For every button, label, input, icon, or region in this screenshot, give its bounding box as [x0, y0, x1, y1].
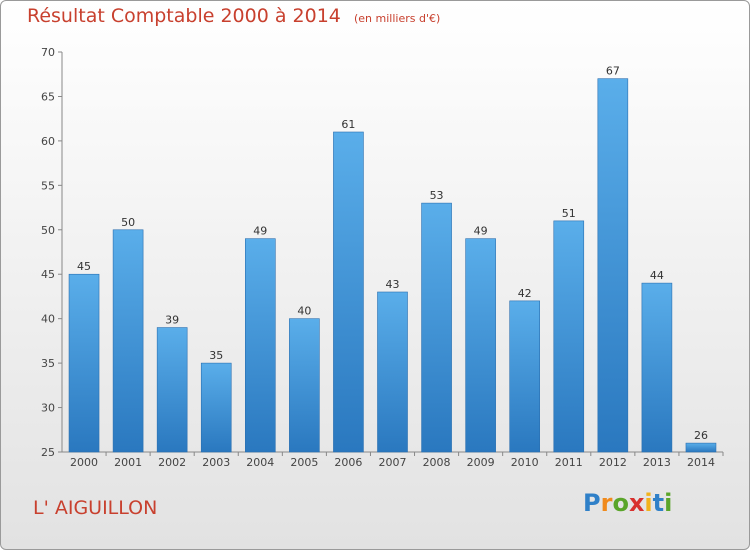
- bar: [112, 229, 144, 453]
- x-tick-label: 2014: [687, 456, 715, 469]
- bar: [245, 238, 276, 453]
- value-label: 45: [77, 260, 91, 273]
- bars: [68, 78, 717, 453]
- labels: 45 50 39 35 49 40 61 43 53 49 42 51 67 44 26: [77, 65, 708, 442]
- bar: [421, 202, 452, 453]
- logo-letter: i: [644, 489, 653, 517]
- bar: [289, 318, 320, 453]
- bar: [200, 362, 232, 453]
- x-tick-label: 2012: [599, 456, 627, 469]
- value-label: 49: [474, 225, 488, 238]
- value-label: 42: [518, 287, 532, 300]
- value-label: 50: [121, 216, 135, 229]
- x-tick-label: 2003: [202, 456, 230, 469]
- x-tick-label: 2002: [158, 456, 186, 469]
- x-tick-label: 2005: [290, 456, 318, 469]
- bar: [156, 327, 188, 453]
- x-tick-label: 2007: [379, 456, 407, 469]
- value-label: 44: [650, 269, 664, 282]
- logo-letter: x: [628, 489, 645, 517]
- chart-subtitle: (en milliers d'€): [353, 12, 441, 25]
- bar: [68, 273, 100, 453]
- value-label: 39: [165, 314, 179, 327]
- bar: [333, 131, 364, 453]
- x-tick-label: 2008: [423, 456, 451, 469]
- bar: [509, 300, 541, 453]
- logo-letter: i: [664, 489, 673, 517]
- logo-letter: t: [652, 489, 665, 517]
- y-tick-label: 60: [41, 135, 55, 148]
- proxiti-logo: Proxiti: [583, 489, 672, 517]
- y-tick-label: 55: [41, 179, 55, 192]
- y-tick-label: 45: [41, 268, 55, 281]
- location-name: L' AIGUILLON: [33, 497, 158, 519]
- value-label: 40: [297, 305, 311, 318]
- y-tick-label: 35: [41, 357, 55, 370]
- chart-title: Résultat Comptable 2000 à 2014: [27, 5, 341, 27]
- y-tick-label: 40: [41, 313, 55, 326]
- x-tick-label: 2000: [70, 456, 98, 469]
- value-label: 51: [562, 207, 576, 220]
- bar: [465, 238, 496, 453]
- y-tick-label: 70: [41, 46, 55, 59]
- bar: [685, 442, 717, 453]
- title-row: Résultat Comptable 2000 à 2014 (en milli…: [27, 5, 440, 27]
- x-tick-label: 2001: [114, 456, 142, 469]
- x-tick-label: 2010: [511, 456, 539, 469]
- x-tick-label: 2009: [467, 456, 495, 469]
- value-label: 61: [341, 118, 355, 131]
- bar: [553, 220, 585, 453]
- y-tick-label: 25: [41, 446, 55, 459]
- value-label: 53: [430, 189, 444, 202]
- y-tick-label: 30: [41, 402, 55, 415]
- value-label: 67: [606, 65, 620, 78]
- value-label: 49: [253, 225, 267, 238]
- bar: [641, 282, 673, 453]
- x-tick-label: 2011: [555, 456, 583, 469]
- bar: [597, 78, 629, 453]
- x-tick-label: 2006: [334, 456, 362, 469]
- x-tick-label: 2004: [246, 456, 274, 469]
- y-tick-label: 50: [41, 224, 55, 237]
- value-label: 26: [694, 429, 708, 442]
- x-tick-label: 2013: [643, 456, 671, 469]
- value-label: 43: [386, 278, 400, 291]
- y-tick-label: 65: [41, 90, 55, 103]
- value-label: 35: [209, 349, 223, 362]
- logo-letter: r: [600, 489, 613, 517]
- bar: [377, 291, 408, 453]
- logo-letter: o: [612, 489, 629, 517]
- logo-letter: P: [583, 489, 601, 517]
